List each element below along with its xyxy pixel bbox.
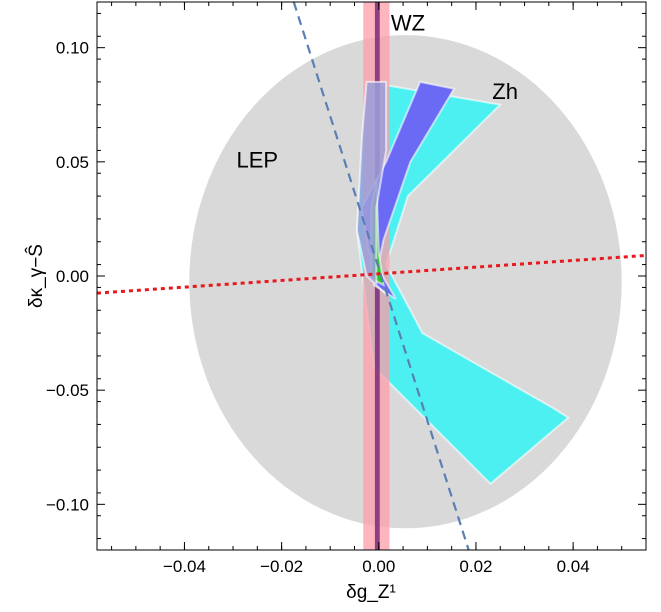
dashed-line-0 [292,2,470,550]
region-labels-layer: LEP Zh WZ [237,11,518,173]
y-axis-title: δκ_γ−Ŝ [25,244,47,308]
dotted-line-1 [97,253,646,295]
y-tick-label: −0.05 [46,381,89,400]
lines-layer [97,2,646,550]
overlap-5-region [355,80,388,296]
wz-label: WZ [391,11,425,36]
regions-layer [189,2,622,550]
zh-label: Zh [492,79,518,104]
x-tick-label: 0.02 [459,557,492,576]
x-tick-label: −0.04 [163,557,206,576]
y-tick-label: 0.00 [56,267,89,286]
x-tick-label: 0.00 [362,557,395,576]
ticks-layer: −0.04 −0.02 0.00 0.02 0.04 −0.10 −0.05 0.00 0.05… [46,2,647,576]
y-tick-label: 0.05 [56,153,89,172]
x-tick-label: 0.04 [557,557,590,576]
y-tick-label: −0.10 [46,495,89,514]
x-axis-title: δg_Z¹ [346,582,396,603]
x-tick-label: −0.02 [260,557,303,576]
y-tick-label: 0.10 [56,39,89,58]
lep-label: LEP [237,148,279,173]
